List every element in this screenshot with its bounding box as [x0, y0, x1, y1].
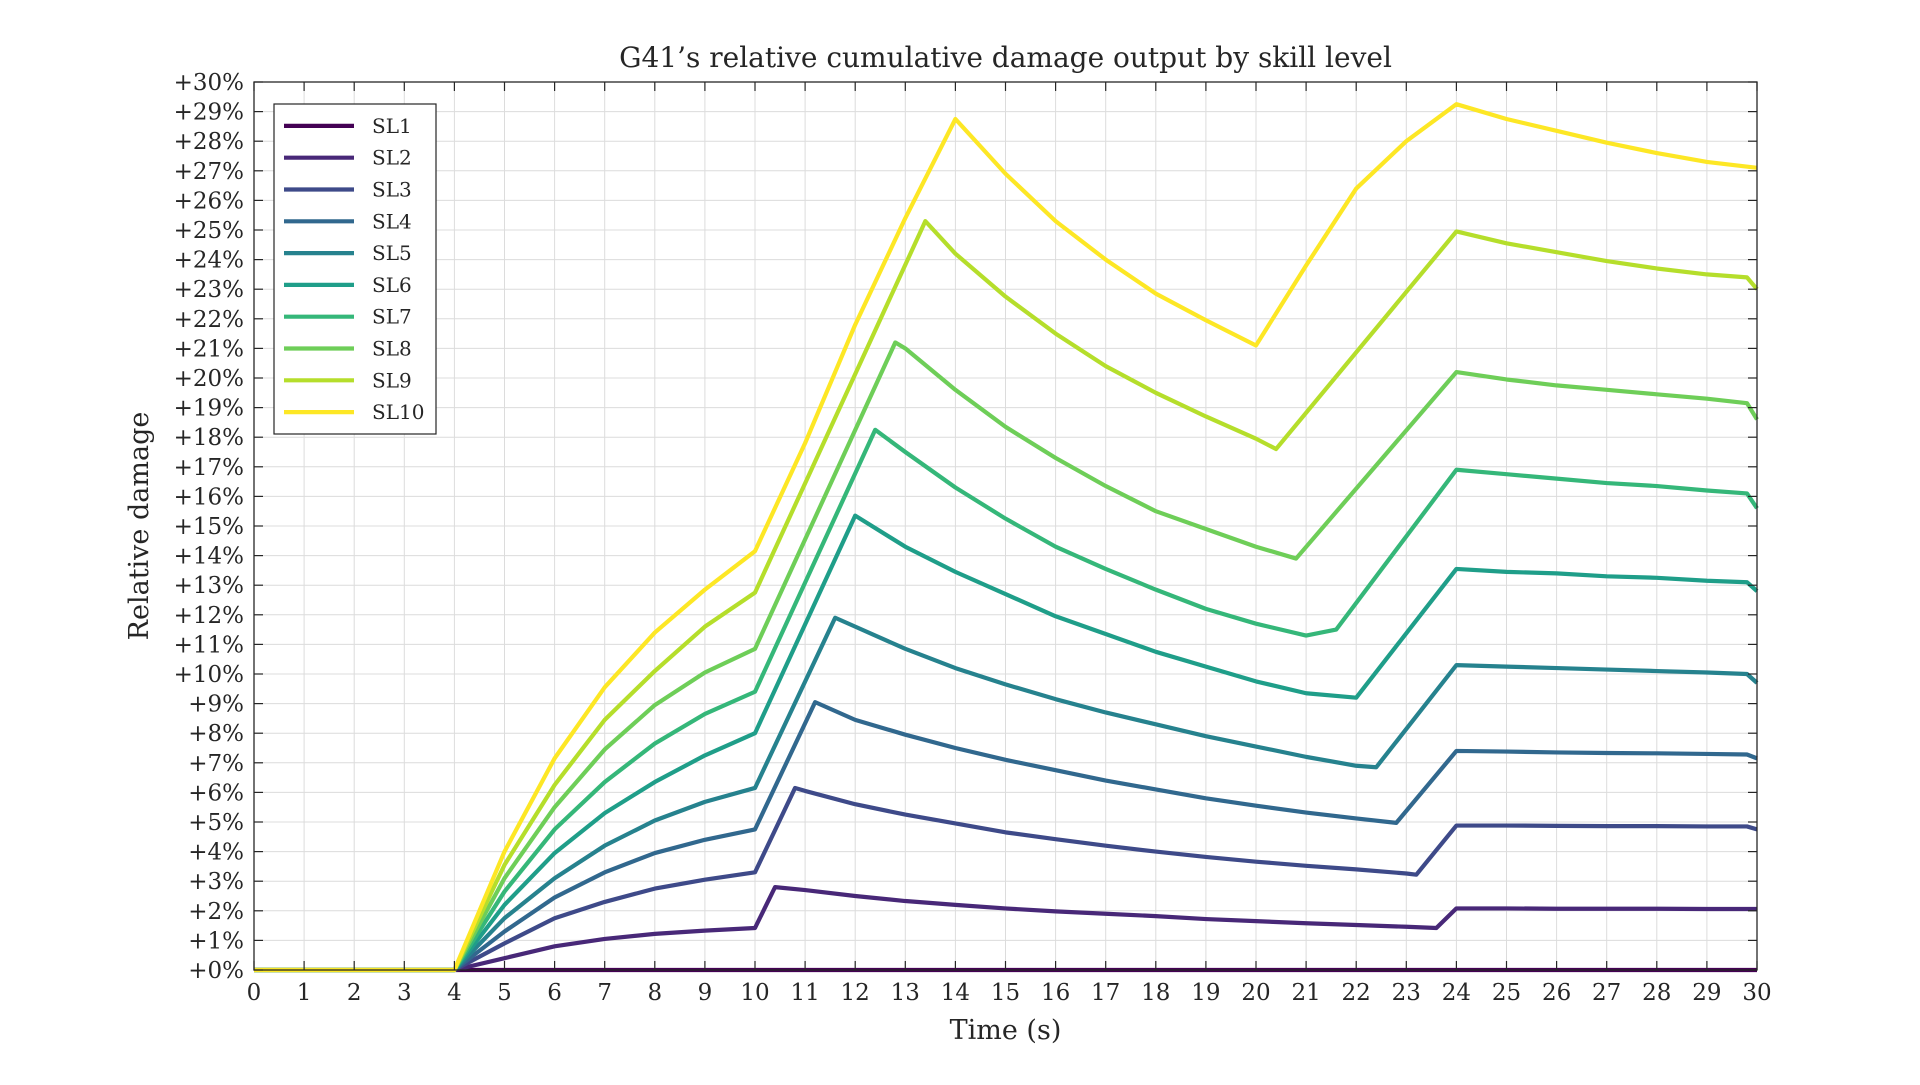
y-tick-label: +10% — [174, 662, 244, 688]
y-tick-label: +25% — [174, 218, 244, 244]
y-tick-label: +2% — [188, 899, 244, 925]
y-tick-label: +29% — [174, 100, 244, 126]
x-tick-label: 2 — [347, 980, 362, 1006]
y-tick-label: +12% — [174, 603, 244, 629]
y-tick-label: +16% — [174, 484, 244, 510]
y-tick-label: +6% — [188, 780, 244, 806]
legend-label-sl6: SL6 — [372, 273, 412, 297]
series-line-sl2 — [254, 885, 1757, 973]
legend-label-sl2: SL2 — [372, 146, 412, 170]
x-tick-label: 0 — [247, 980, 262, 1006]
y-axis-title: Relative damage — [124, 412, 155, 641]
y-tick-label: +15% — [174, 514, 244, 540]
y-tick-label: +26% — [174, 188, 244, 214]
x-tick-label: 22 — [1342, 980, 1371, 1006]
legend-label-sl7: SL7 — [372, 305, 412, 329]
x-tick-label: 11 — [790, 980, 819, 1006]
legend: SL1 SL2 SL3 SL4 SL5 SL6 SL7 SL8 SL9 SL10 — [273, 103, 437, 435]
y-tick-label: +20% — [174, 366, 244, 392]
y-tick-label: +14% — [174, 544, 244, 570]
x-tick-label: 17 — [1091, 980, 1120, 1006]
y-tick-label: +13% — [174, 573, 244, 599]
y-tick-label: +1% — [188, 928, 244, 954]
series-line-sl3 — [254, 785, 1758, 973]
y-tick-label: +18% — [174, 425, 244, 451]
y-tick-label: +7% — [188, 751, 244, 777]
y-tick-label: +19% — [174, 396, 244, 422]
y-tick-label: +8% — [188, 721, 244, 747]
x-tick-label: 18 — [1141, 980, 1170, 1006]
y-tick-label: +28% — [174, 129, 244, 155]
legend-label-sl1: SL1 — [372, 114, 412, 138]
y-tick-label: +17% — [174, 455, 244, 481]
x-tick-label: 6 — [547, 980, 562, 1006]
series-line-sl4 — [254, 700, 1758, 973]
series-line-sl6 — [254, 513, 1759, 973]
legend-label-sl9: SL9 — [372, 368, 412, 392]
x-axis-title: Time (s) — [950, 1015, 1062, 1046]
x-tick-label: 27 — [1592, 980, 1621, 1006]
x-tick-label: 14 — [941, 980, 970, 1006]
x-tick-label: 12 — [841, 980, 870, 1006]
x-axis-ticks: 0 1 2 3 4 5 6 7 8 9 10 11 12 13 14 15 16 17 18 19 20 21 22 23 24… — [247, 82, 1772, 1006]
legend-label-sl5: SL5 — [372, 241, 412, 265]
x-tick-label: 21 — [1291, 980, 1320, 1006]
y-tick-label: +5% — [188, 810, 244, 836]
y-tick-label: +11% — [174, 632, 244, 658]
legend-label-sl3: SL3 — [372, 178, 412, 202]
x-tick-label: 19 — [1191, 980, 1220, 1006]
legend-label-sl4: SL4 — [372, 209, 412, 233]
x-tick-label: 30 — [1742, 980, 1771, 1006]
y-tick-label: +27% — [174, 159, 244, 185]
x-tick-label: 1 — [297, 980, 312, 1006]
series-lines — [254, 102, 1759, 973]
y-tick-label: +22% — [174, 307, 244, 333]
x-tick-label: 7 — [597, 980, 612, 1006]
x-tick-label: 20 — [1241, 980, 1270, 1006]
legend-label-sl10: SL10 — [372, 400, 424, 424]
y-tick-label: +0% — [188, 958, 244, 984]
series-line-sl8 — [254, 340, 1759, 973]
series-line-sl5 — [254, 615, 1759, 973]
y-axis-ticks: +0% +1% +2% +3% +4% +5% +6% +7% +8% +9% +10% +11% +1… — [174, 70, 1757, 984]
x-tick-label: 16 — [1041, 980, 1070, 1006]
y-tick-label: +4% — [188, 840, 244, 866]
x-tick-label: 9 — [698, 980, 713, 1006]
series-line-sl7 — [254, 427, 1759, 973]
series-line-sl9 — [254, 219, 1759, 973]
y-tick-label: +23% — [174, 277, 244, 303]
x-tick-label: 5 — [497, 980, 512, 1006]
x-tick-label: 28 — [1642, 980, 1671, 1006]
x-tick-label: 15 — [991, 980, 1020, 1006]
x-tick-label: 24 — [1442, 980, 1471, 1006]
x-tick-label: 29 — [1692, 980, 1721, 1006]
legend-label-sl8: SL8 — [372, 337, 412, 361]
y-tick-label: +9% — [188, 692, 244, 718]
series-line-sl10 — [254, 102, 1758, 973]
y-tick-label: +30% — [174, 70, 244, 96]
y-tick-label: +24% — [174, 248, 244, 274]
x-tick-label: 26 — [1542, 980, 1571, 1006]
chart-title: G41’s relative cumulative damage output … — [619, 41, 1392, 74]
x-tick-label: 8 — [647, 980, 662, 1006]
x-tick-label: 23 — [1392, 980, 1421, 1006]
x-tick-label: 4 — [447, 980, 462, 1006]
x-tick-label: 3 — [397, 980, 412, 1006]
x-tick-label: 25 — [1492, 980, 1521, 1006]
x-tick-label: 10 — [740, 980, 769, 1006]
x-tick-label: 13 — [891, 980, 920, 1006]
y-tick-label: +21% — [174, 336, 244, 362]
y-tick-label: +3% — [188, 869, 244, 895]
